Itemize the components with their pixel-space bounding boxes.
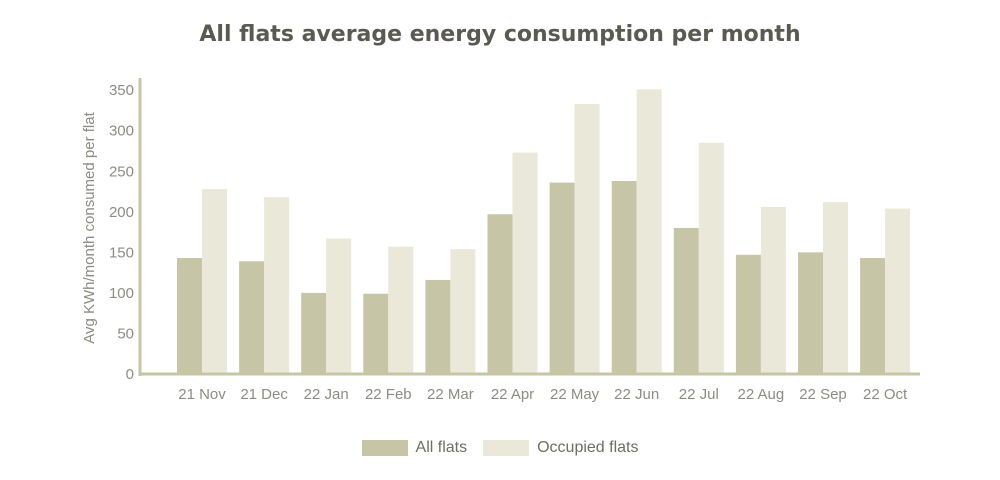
legend: All flats Occupied flats xyxy=(0,436,1000,460)
y-axis-label: Avg KWh/month consumed per flat xyxy=(81,111,98,343)
bar-all-flats xyxy=(860,258,886,374)
x-tick-label: 22 Apr xyxy=(491,386,534,403)
bar-occupied-flats xyxy=(450,249,476,374)
bar-all-flats xyxy=(425,279,451,374)
bar-all-flats xyxy=(239,261,265,374)
x-tick-label: 22 May xyxy=(550,386,600,403)
x-axis-ticks: 21 Nov 21 Dec 22 Jan 22 Feb 22 Mar 22 Apr 22 M… xyxy=(178,386,908,403)
legend-swatch-occupied-flats xyxy=(483,440,530,456)
bar-all-flats xyxy=(611,180,637,374)
y-tick-label: 200 xyxy=(109,204,134,221)
x-tick-label: 22 Jan xyxy=(304,386,349,403)
bar-occupied-flats xyxy=(388,246,414,374)
x-tick-label: 21 Nov xyxy=(178,386,226,403)
x-tick-label: 22 Feb xyxy=(365,386,412,403)
bar-all-flats xyxy=(735,254,761,374)
legend-item-occupied-flats: Occupied flats xyxy=(483,439,638,457)
x-tick-label: 22 Aug xyxy=(738,386,785,403)
chart-title: All flats average energy consumption per… xyxy=(199,22,801,47)
bar-occupied-flats xyxy=(326,238,352,374)
bar-all-flats xyxy=(798,252,823,374)
bar-occupied-flats xyxy=(760,206,786,374)
bar-occupied-flats xyxy=(823,202,848,374)
y-tick-label: 350 xyxy=(109,82,134,99)
y-tick-label: 150 xyxy=(109,244,134,261)
x-tick-label: 22 Oct xyxy=(863,386,908,403)
bar-occupied-flats xyxy=(574,103,600,374)
bar-all-flats xyxy=(363,293,389,374)
bar-occupied-flats xyxy=(698,142,724,374)
bar-all-flats xyxy=(487,214,513,374)
y-tick-label: 0 xyxy=(126,366,134,383)
bars xyxy=(177,89,911,374)
x-tick-label: 22 Sep xyxy=(799,386,847,403)
bar-chart: 0 50 100 150 200 250 300 350 21 Nov 21 Dec 22 Jan… xyxy=(81,78,920,403)
legend-label-all-flats: All flats xyxy=(415,439,468,456)
y-tick-label: 50 xyxy=(117,325,134,342)
x-tick-label: 22 Jun xyxy=(614,386,659,403)
bar-all-flats xyxy=(673,228,699,374)
legend-item-all-flats: All flats xyxy=(361,439,468,457)
bar-occupied-flats xyxy=(636,89,662,374)
legend-label-occupied-flats: Occupied flats xyxy=(537,439,639,456)
bar-all-flats xyxy=(301,292,327,374)
x-tick-label: 22 Jul xyxy=(679,386,719,403)
bar-occupied-flats xyxy=(512,152,538,374)
y-axis-ticks: 0 50 100 150 200 250 300 350 xyxy=(109,82,134,383)
y-tick-label: 100 xyxy=(109,285,134,302)
bar-all-flats xyxy=(549,182,575,374)
bar-occupied-flats xyxy=(885,208,911,374)
bar-occupied-flats xyxy=(202,189,227,374)
bar-occupied-flats xyxy=(264,197,290,374)
bar-all-flats xyxy=(177,258,202,374)
y-tick-label: 300 xyxy=(109,123,134,140)
x-tick-label: 21 Dec xyxy=(240,386,288,403)
x-tick-label: 22 Mar xyxy=(427,386,474,403)
legend-swatch-all-flats xyxy=(361,440,408,456)
y-tick-label: 250 xyxy=(109,163,134,180)
